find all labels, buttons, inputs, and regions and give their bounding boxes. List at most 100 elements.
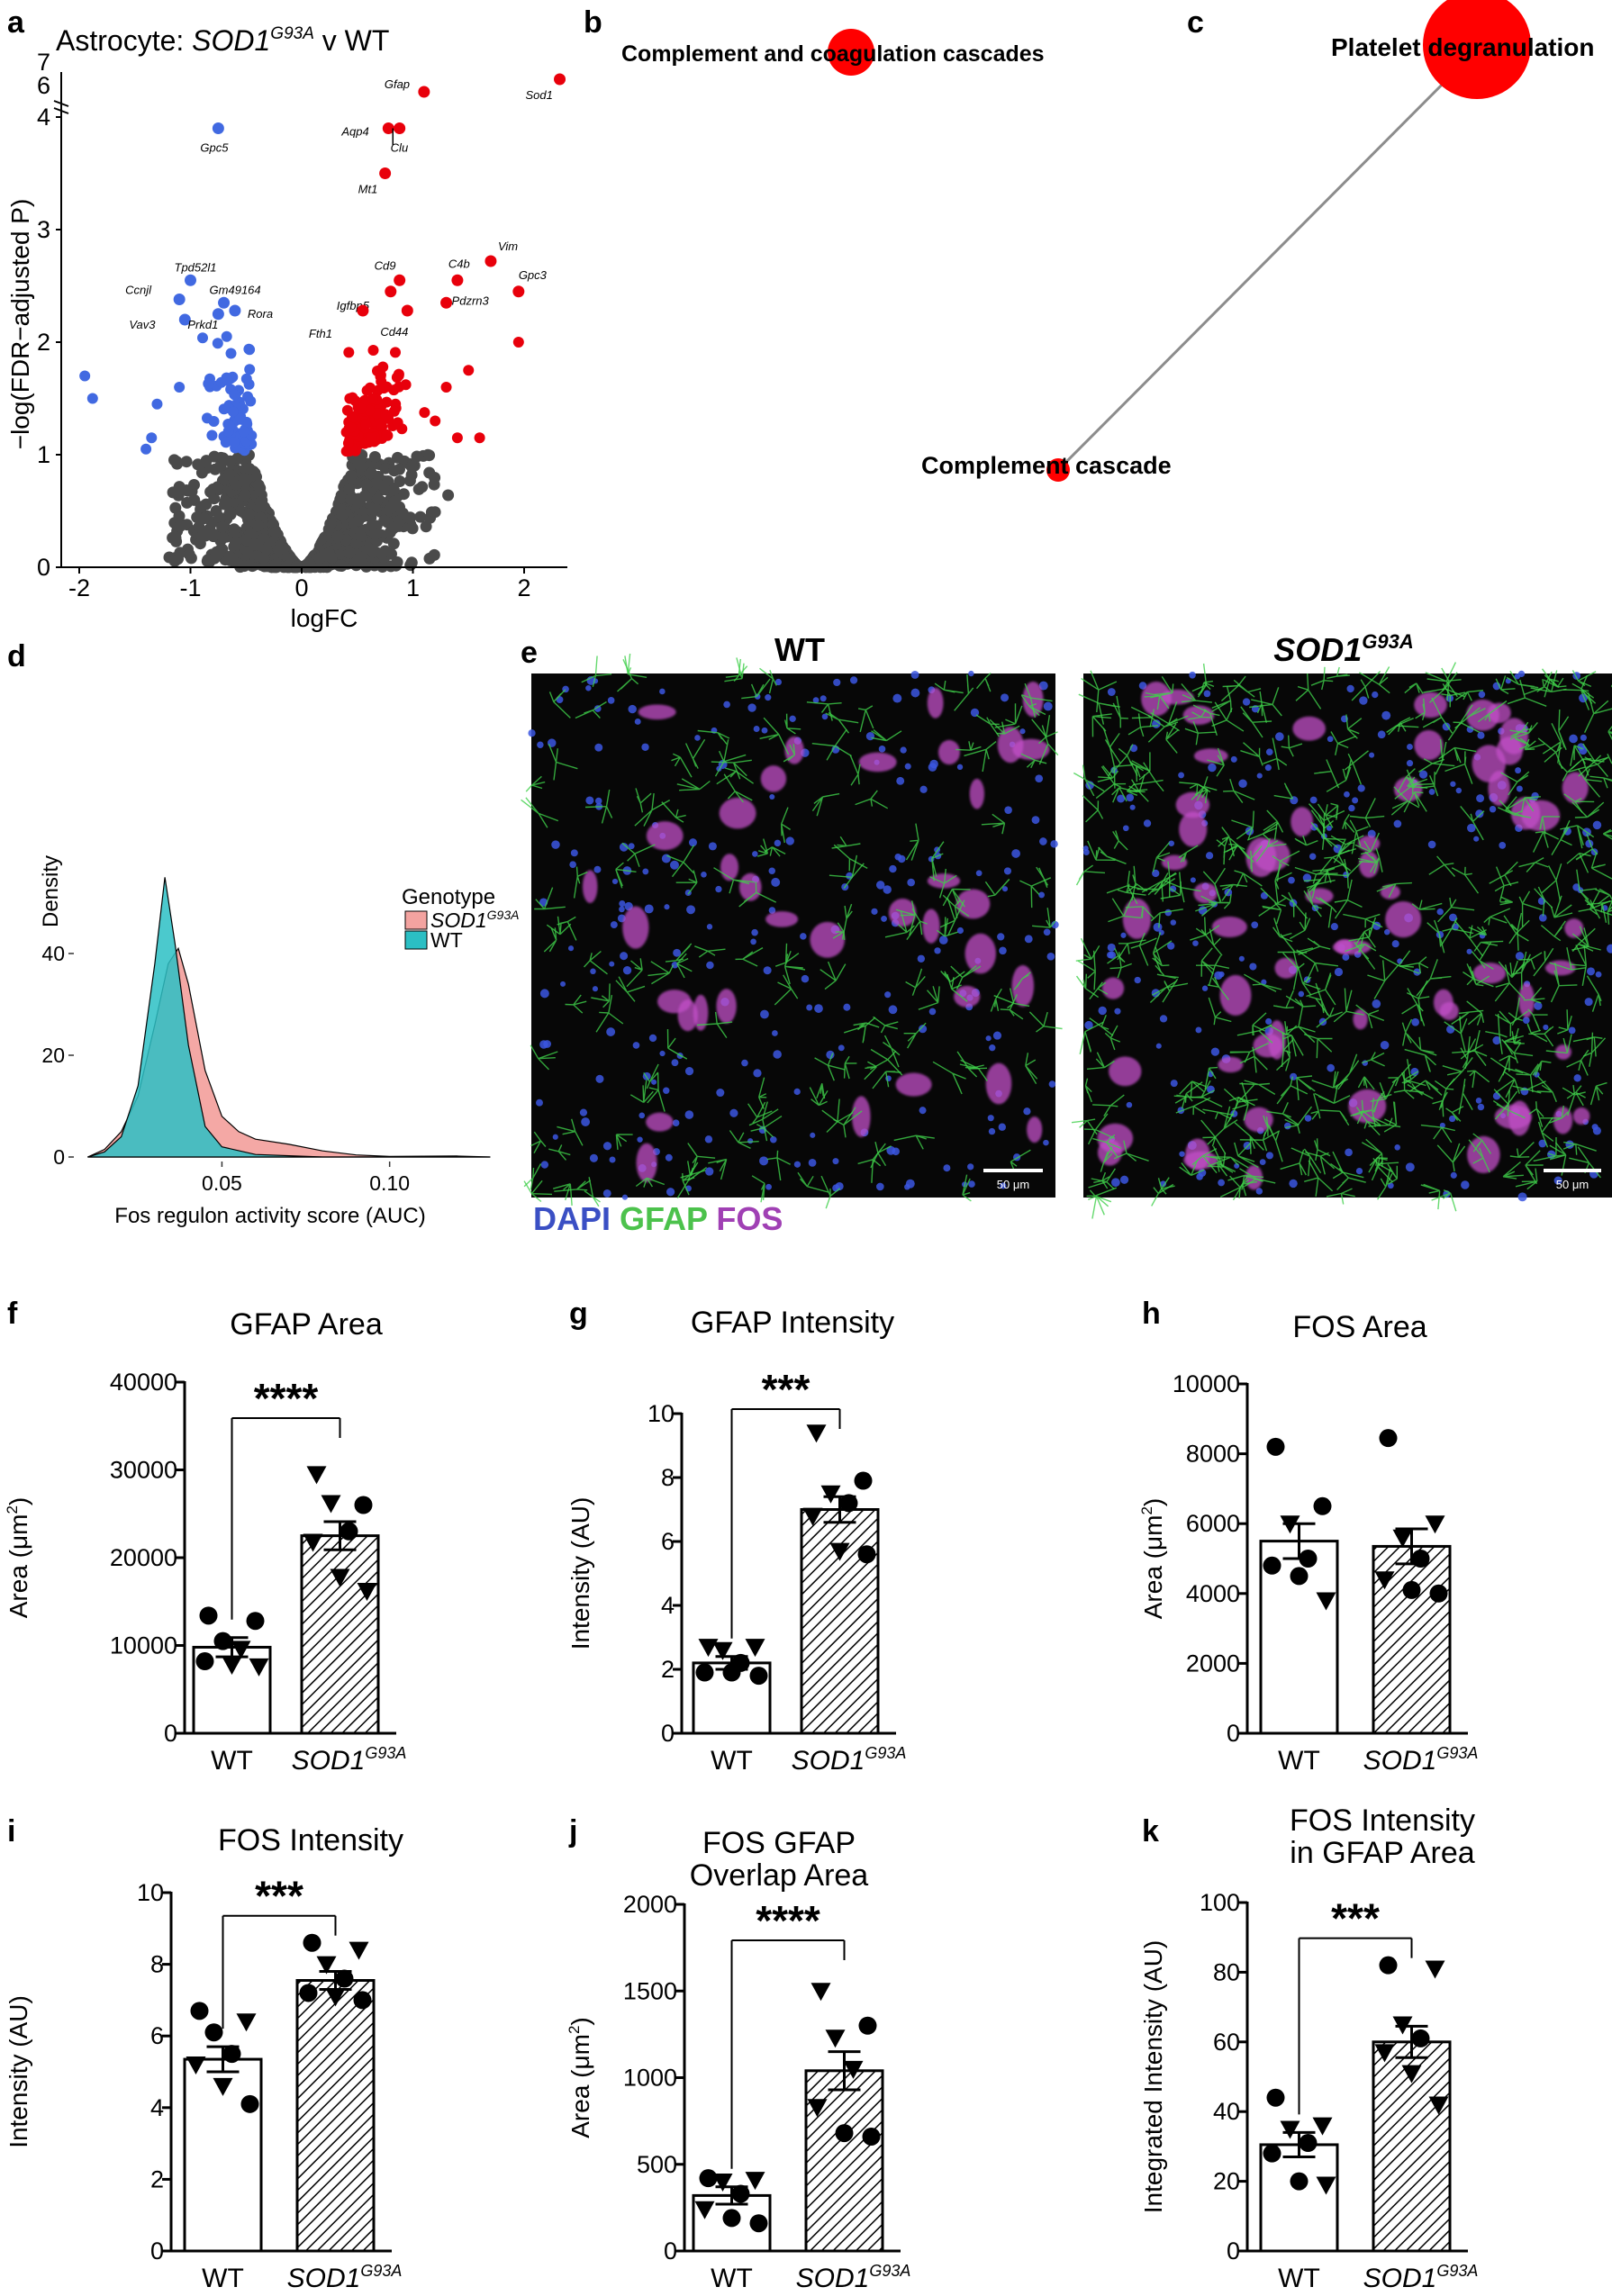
gfap-process [1078, 693, 1120, 725]
gfap-process [1415, 698, 1426, 720]
fos-cell [638, 704, 676, 720]
dapi-nucleus [771, 877, 781, 887]
panel-label-f: f [7, 1297, 18, 1331]
gfap-process [1351, 671, 1381, 701]
gfap-process [1333, 988, 1364, 1023]
gfap-process [1447, 704, 1481, 741]
gfap-process [1393, 1071, 1425, 1099]
gfap-process [751, 1175, 765, 1203]
fos-cell [646, 821, 684, 851]
gfap-process [1494, 866, 1519, 902]
ns-point [405, 460, 418, 473]
up-point [364, 382, 376, 393]
dapi-nucleus [865, 732, 875, 741]
dapi-nucleus [593, 865, 602, 873]
dapi-nucleus [1372, 999, 1381, 1008]
fos-cell [1122, 898, 1152, 939]
gfap-process [1498, 960, 1526, 979]
gfap-process [883, 1035, 901, 1068]
gfap-process [757, 838, 769, 857]
volcano-y-ticks: 0 1 2 3 4 67 [37, 49, 61, 581]
fos-cell [922, 908, 940, 944]
gene-point-ccnjl [173, 294, 186, 305]
gfap-process [1401, 1018, 1413, 1046]
data-point-triangle [330, 1568, 350, 1587]
gfap-process [1200, 947, 1215, 977]
dapi-nucleus [651, 1079, 657, 1085]
gfap-process [1321, 823, 1338, 850]
dapi-nucleus [1238, 779, 1247, 788]
gfap-process [1560, 825, 1595, 849]
up-point [430, 415, 441, 427]
gfap-process [895, 900, 916, 936]
dapi-nucleus [1166, 942, 1175, 950]
data-point-circle [303, 1933, 321, 1952]
panel-label-j: j [568, 1814, 577, 1849]
dapi-nucleus [1256, 773, 1263, 779]
dapi-nucleus [1192, 940, 1199, 946]
dapi-nucleus [688, 838, 697, 847]
dapi-nucleus [694, 735, 701, 741]
dapi-nucleus [1003, 867, 1012, 875]
gfap-process [1310, 666, 1334, 691]
dapi-nucleus [988, 1127, 996, 1135]
gfap-process [1165, 723, 1180, 754]
dapi-nucleus [659, 688, 666, 695]
gfap-process [1440, 917, 1474, 946]
dapi-nucleus [998, 1123, 1007, 1131]
fos-cell [1332, 939, 1372, 955]
gfap-process [857, 705, 874, 733]
up-point [381, 429, 393, 440]
data-point-circle [246, 1612, 265, 1631]
dapi-nucleus [1119, 1175, 1129, 1184]
data-point-circle [854, 1471, 873, 1490]
gfap-process [1539, 816, 1561, 835]
dapi-nucleus [904, 1183, 910, 1190]
down-point [227, 406, 239, 418]
ns-point [174, 520, 186, 532]
gfap-process [1314, 1138, 1331, 1162]
gfap-process [871, 729, 902, 742]
gfap-process [781, 807, 791, 844]
fos-cell [693, 994, 709, 1031]
gfap-process [1589, 1081, 1607, 1106]
up-point [342, 438, 354, 449]
dapi-nucleus [765, 694, 772, 701]
fos-cell [646, 1112, 674, 1132]
dapi-nucleus [706, 924, 713, 930]
dapi-nucleus [1208, 763, 1217, 773]
dapi-nucleus [793, 1088, 801, 1096]
gfap-process [1150, 701, 1189, 732]
dapi-nucleus [806, 1004, 813, 1011]
fos-cell [1291, 807, 1314, 837]
gfap-process [548, 689, 571, 719]
dapi-nucleus [1122, 825, 1129, 832]
dapi-nucleus [1160, 1180, 1167, 1188]
gfap-process [1397, 768, 1416, 793]
gfap-process [1527, 1008, 1548, 1032]
dapi-nucleus [1407, 744, 1413, 750]
dapi-nucleus [967, 1163, 974, 1171]
data-point-circle [1299, 1550, 1318, 1568]
dapi-nucleus [1534, 1001, 1543, 1010]
dapi-nucleus [987, 1115, 994, 1122]
gfap-process [905, 968, 926, 996]
dapi-nucleus [1450, 781, 1456, 787]
dapi-nucleus [1117, 794, 1126, 803]
y-tick-label: 2 [661, 1656, 675, 1683]
gfap-process [1438, 746, 1477, 764]
data-point-circle [1313, 1496, 1332, 1515]
gfap-process [1152, 946, 1170, 967]
dapi-nucleus [1377, 730, 1386, 739]
gfap-process [1563, 793, 1595, 813]
gene-label-gpc5: Gpc5 [200, 141, 229, 155]
gfap-process [1032, 908, 1056, 928]
gfap-process [783, 951, 806, 985]
dapi-nucleus [1553, 1176, 1562, 1185]
gfap-process [1494, 1010, 1528, 1037]
gfap-process [1219, 1175, 1249, 1198]
dapi-nucleus [1111, 1178, 1120, 1188]
dapi-nucleus [705, 1167, 714, 1176]
dapi-nucleus [671, 1059, 679, 1067]
gfap-process [615, 862, 637, 889]
